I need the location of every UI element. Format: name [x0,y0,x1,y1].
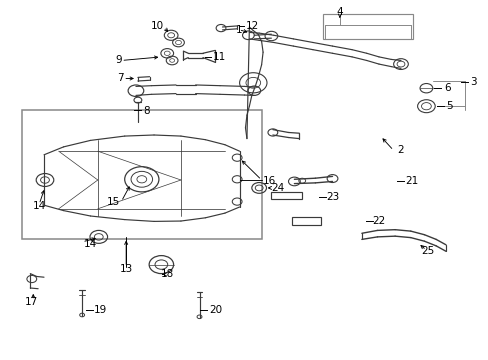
Text: 24: 24 [271,183,284,193]
Text: 8: 8 [142,106,149,116]
Text: 12: 12 [245,21,258,31]
Text: 5: 5 [445,101,452,111]
Text: 25: 25 [420,246,434,256]
Text: 9: 9 [115,55,122,66]
Text: 21: 21 [404,176,417,186]
Text: 15: 15 [106,197,120,207]
Text: 16: 16 [263,176,276,186]
Text: 1: 1 [235,24,242,35]
Text: 10: 10 [151,21,163,31]
Text: 22: 22 [372,216,385,226]
Text: 4: 4 [336,6,343,17]
Bar [322,14,412,39]
Text: 14: 14 [33,201,46,211]
Bar [292,217,320,225]
Text: 7: 7 [117,73,124,84]
Text: 3: 3 [469,77,476,87]
Text: 17: 17 [25,297,39,307]
Text: 14: 14 [84,239,97,249]
Text: 20: 20 [209,305,222,315]
Text: 19: 19 [94,305,107,315]
Text: 23: 23 [326,192,339,202]
Text: 11: 11 [212,52,225,62]
Text: 13: 13 [119,264,133,274]
Text: 6: 6 [443,83,450,93]
Bar [271,192,301,199]
Text: 18: 18 [160,269,174,279]
Bar [22,110,261,239]
Text: 2: 2 [396,145,403,156]
